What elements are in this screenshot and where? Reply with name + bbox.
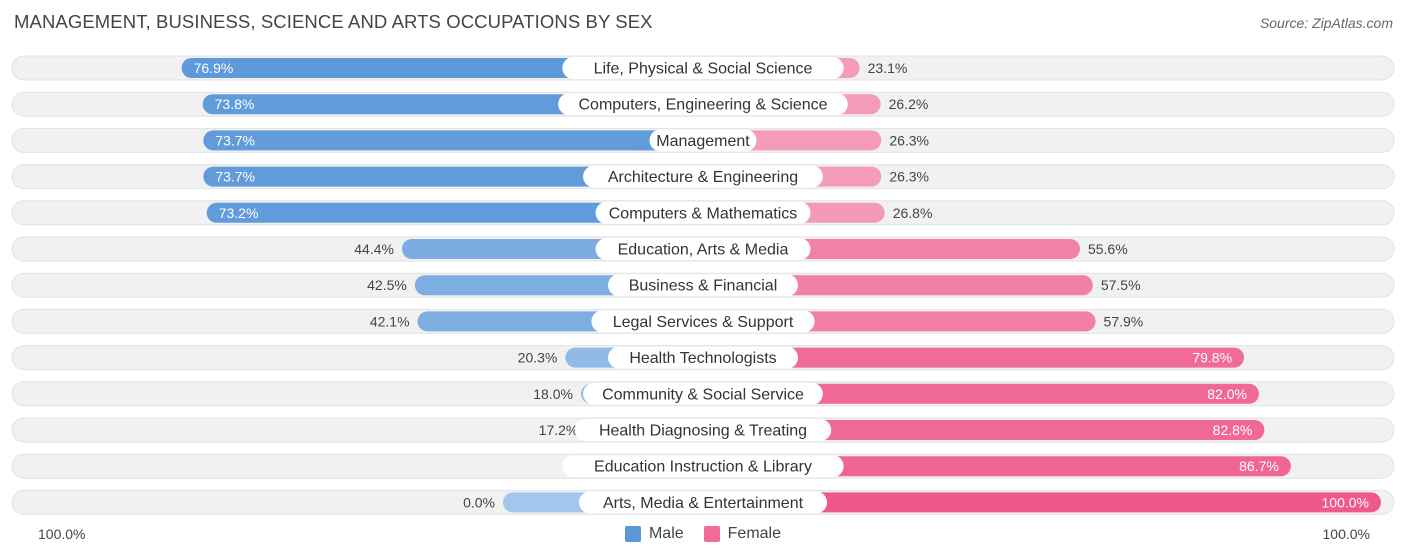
female-value-label: 26.2% [889,96,929,112]
female-value-label: 79.8% [1192,350,1232,366]
female-value-label: 26.3% [889,132,929,148]
female-value-label: 100.0% [1322,494,1369,510]
female-value-label: 23.1% [868,60,908,76]
male-value-label: 18.0% [533,386,573,402]
axis-left-label: 100.0% [38,526,86,542]
female-value-label: 57.5% [1101,277,1141,293]
male-value-label: 73.7% [215,132,255,148]
female-bar[interactable] [703,456,1291,477]
legend-label-female: Female [727,525,782,542]
category-pill [595,238,811,260]
male-value-label: 20.3% [518,350,558,366]
category-pill [583,165,823,188]
category-pill [608,346,798,369]
female-bar[interactable] [703,347,1245,368]
category-label: Health Technologists [629,350,776,367]
legend-swatch-female [703,526,720,542]
female-bar[interactable] [703,420,1265,440]
male-value-label: 76.9% [194,60,234,76]
category-label: Business & Financial [629,278,778,295]
category-label: Life, Physical & Social Science [594,61,813,78]
female-value-label: 82.0% [1207,386,1247,402]
male-value-label: 73.2% [219,205,259,221]
category-pill [608,274,798,297]
category-label: Management [656,133,750,150]
male-bar[interactable] [203,166,703,187]
legend: Male Female [0,525,1406,543]
category-label: Computers & Mathematics [609,205,798,222]
category-pill [583,382,823,405]
category-label: Health Diagnosing & Treating [599,423,807,440]
female-value-label: 82.8% [1213,422,1253,438]
female-bar[interactable] [703,275,1093,296]
chart-title: MANAGEMENT, BUSINESS, SCIENCE AND ARTS O… [14,11,653,32]
category-label: Education Instruction & Library [594,459,812,476]
male-value-label: 73.8% [215,96,255,112]
category-label: Community & Social Service [602,386,804,403]
male-value-label: 42.1% [370,313,410,329]
category-pill [649,129,757,152]
female-value-label: 57.9% [1104,313,1144,329]
category-pill [595,201,811,224]
legend-label-male: Male [648,525,684,542]
male-bar[interactable] [206,202,704,223]
male-value-label: 73.7% [215,169,255,185]
legend-item-female[interactable]: Female [703,525,782,543]
category-pill [562,57,844,79]
axis-right-label: 100.0% [1322,526,1370,542]
category-label: Education, Arts & Media [618,242,789,259]
male-value-label: 44.4% [354,241,394,257]
source-credit: Source: ZipAtlas.com [1259,15,1393,31]
category-pill [558,93,848,116]
category-pill [574,419,832,441]
female-bar[interactable] [703,492,1381,513]
female-value-label: 86.7% [1239,458,1279,474]
male-bar[interactable] [203,130,703,151]
legend-item-male[interactable]: Male [624,525,684,543]
category-label: Architecture & Engineering [608,169,798,186]
category-label: Arts, Media & Entertainment [603,495,804,512]
male-value-label: 42.5% [367,277,407,293]
legend-swatch-male [624,526,641,542]
category-label: Computers, Engineering & Science [578,97,827,114]
category-label: Legal Services & Support [613,314,794,331]
male-value-label: 0.0% [463,494,495,510]
category-pill [591,310,815,333]
female-bar[interactable] [703,383,1259,404]
category-pill [562,455,844,478]
female-value-label: 26.3% [889,169,929,185]
female-value-label: 26.8% [893,205,933,221]
category-pill [578,491,828,514]
male-value-label: 17.2% [539,422,579,438]
female-value-label: 55.6% [1088,241,1128,257]
